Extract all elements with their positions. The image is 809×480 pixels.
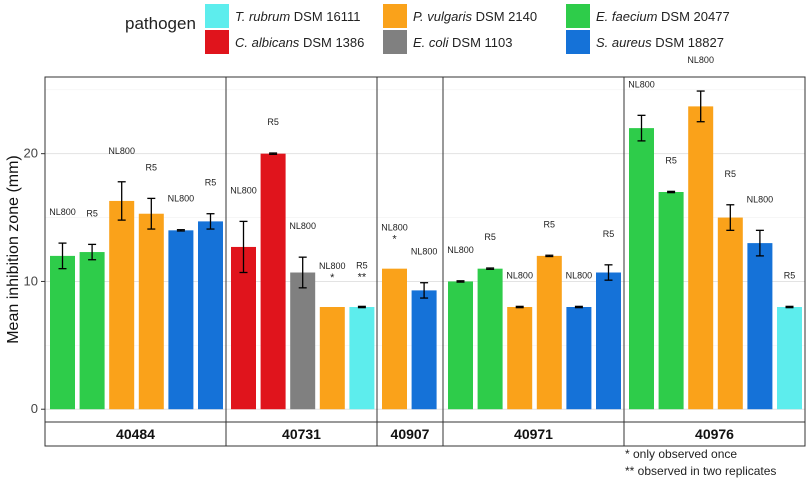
bar-label: R5 [665, 155, 677, 165]
legend-species: E. coli [413, 34, 449, 50]
strip-40971 [442, 421, 625, 447]
legend-swatch [566, 4, 590, 28]
bar-40484-saureus-r5 [198, 221, 223, 410]
bar-label: NL800 [289, 221, 316, 231]
bar-40484-efaecium-nl800 [50, 255, 75, 410]
y-tick-label: 20 [24, 146, 38, 161]
bar-40907-saureus-nl800 [411, 290, 437, 410]
bar-40976-efaecium-r5 [658, 192, 684, 410]
bar-40971-pvulgaris-r5 [536, 255, 562, 410]
bar-40484-efaecium-r5 [79, 252, 105, 410]
bar-label: NL800 [566, 270, 593, 280]
legend-strain: DSM 16111 [293, 8, 361, 24]
bar-40731-trubrum-r5 [349, 307, 375, 410]
bar-label: R5 [146, 162, 158, 172]
strip-40976 [623, 421, 806, 447]
bar-label: NL800 [687, 55, 714, 65]
y-tick-label: 10 [24, 273, 38, 288]
bar-label: NL800 [108, 146, 135, 156]
bar-40976-saureus-nl800 [747, 243, 773, 410]
legend-item-pvulgaris: P. vulgaris DSM 2140 [383, 4, 537, 28]
bar-label: NL800 [747, 194, 774, 204]
strip-label: 40731 [282, 426, 321, 442]
bar-40731-pvulgaris-nl800 [319, 307, 345, 410]
strip-label: 40484 [116, 426, 155, 442]
bar-40971-saureus-nl800 [566, 307, 592, 410]
legend-item-ecoli: E. coli DSM 1103 [383, 30, 513, 54]
y-tick-label: 0 [31, 401, 38, 416]
legend-item-calbicans: C. albicans DSM 1386 [205, 30, 364, 54]
legend-swatch [205, 4, 229, 28]
legend-strain: DSM 20477 [661, 8, 730, 24]
bar-40971-efaecium-nl800 [448, 281, 473, 410]
bar-label: R5 [356, 260, 368, 270]
legend-species: T. rubrum [235, 8, 291, 24]
legend-swatch [383, 30, 407, 54]
bar-40976-pvulgaris-nl800 [688, 106, 714, 410]
bar-label: NL800 [506, 270, 533, 280]
legend-title: pathogen [125, 14, 196, 33]
bar-40484-pvulgaris-nl800 [109, 200, 135, 410]
bar-label: NL800 [381, 223, 408, 233]
significance-mark: * [330, 272, 335, 284]
bar-label: R5 [86, 208, 98, 218]
bar-label: NL800 [230, 185, 257, 195]
bar-40907-pvulgaris-nl800 [382, 268, 407, 410]
legend-species: P. vulgaris [413, 8, 473, 24]
bar-40976-pvulgaris-r5 [717, 217, 743, 410]
panel-background [443, 77, 624, 422]
bar-label: NL800 [168, 194, 195, 204]
bar-label: R5 [205, 178, 217, 188]
legend-swatch [205, 30, 229, 54]
bar-label: R5 [784, 270, 796, 280]
footnote-once: * only observed once [625, 447, 738, 461]
bar-label: R5 [725, 169, 737, 179]
bar-40731-calbicans-nl800 [231, 246, 256, 410]
bar-label: R5 [484, 232, 496, 242]
y-axis-title: Mean inhibition zone (mm) [5, 155, 22, 344]
strip-40731 [225, 421, 378, 447]
panel-background [624, 77, 805, 422]
panel-background [45, 77, 226, 422]
bar-label: NL800 [319, 261, 346, 271]
bar-40971-pvulgaris-nl800 [507, 307, 533, 410]
bar-label: NL800 [49, 207, 76, 217]
footnote-twice: ** observed in two replicates [625, 464, 777, 478]
legend-item-trubrum: T. rubrum DSM 16111 [205, 4, 361, 28]
bar-label: NL800 [447, 245, 474, 255]
legend-strain: DSM 18827 [655, 34, 724, 50]
bar-40971-saureus-r5 [596, 272, 621, 410]
legend-species: C. albicans [235, 34, 300, 50]
bar-40976-efaecium-nl800 [629, 128, 654, 410]
legend-species: S. aureus [596, 34, 652, 50]
legend-strain: DSM 1103 [452, 34, 513, 50]
legend-swatch [383, 4, 407, 28]
significance-mark: ** [358, 271, 367, 283]
bar-40971-efaecium-r5 [477, 268, 503, 410]
significance-mark: * [392, 234, 397, 246]
legend-item-efaecium: E. faecium DSM 20477 [566, 4, 730, 28]
bar-label: NL800 [411, 247, 438, 257]
strip-label: 40907 [391, 426, 430, 442]
bar-40731-ecoli-nl800 [290, 272, 316, 410]
legend-item-saureus: S. aureus DSM 18827 [566, 30, 724, 54]
bar-40731-calbicans-r5 [260, 153, 286, 410]
legend-strain: DSM 2140 [475, 8, 538, 24]
bar-40976-trubrum-r5 [777, 307, 802, 410]
bar-label: R5 [544, 219, 556, 229]
legend-strain: DSM 1386 [302, 34, 365, 50]
bar-40484-pvulgaris-r5 [138, 213, 164, 410]
legend-species: E. faecium [596, 8, 658, 24]
bar-label: R5 [603, 229, 615, 239]
bar-40484-saureus-nl800 [168, 230, 194, 410]
strip-label: 40976 [695, 426, 734, 442]
bar-label: R5 [267, 117, 279, 127]
strip-label: 40971 [514, 426, 553, 442]
legend-swatch [566, 30, 590, 54]
bar-label: NL800 [628, 79, 655, 89]
